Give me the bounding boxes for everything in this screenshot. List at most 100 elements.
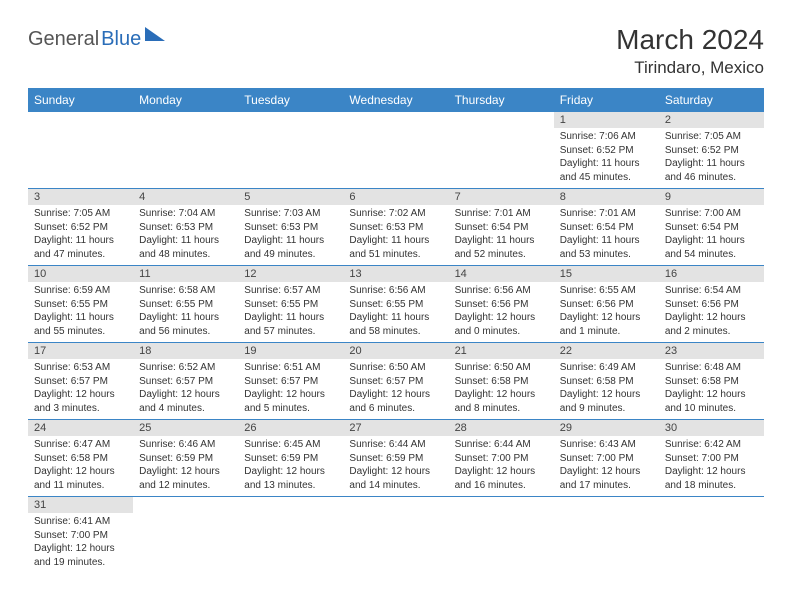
- sunrise-text: Sunrise: 6:44 AM: [455, 438, 548, 452]
- daylight-text: Daylight: 11 hours and 51 minutes.: [349, 234, 442, 261]
- day-number: 4: [133, 189, 238, 205]
- day-details: Sunrise: 6:45 AMSunset: 6:59 PMDaylight:…: [238, 436, 343, 496]
- calendar-cell: 30Sunrise: 6:42 AMSunset: 7:00 PMDayligh…: [659, 420, 764, 497]
- sunrise-text: Sunrise: 6:54 AM: [665, 284, 758, 298]
- calendar-cell: 22Sunrise: 6:49 AMSunset: 6:58 PMDayligh…: [554, 343, 659, 420]
- location-subtitle: Tirindaro, Mexico: [616, 58, 764, 78]
- day-number: 1: [554, 112, 659, 128]
- day-details: Sunrise: 7:05 AMSunset: 6:52 PMDaylight:…: [659, 128, 764, 188]
- day-details: Sunrise: 7:03 AMSunset: 6:53 PMDaylight:…: [238, 205, 343, 265]
- day-details: Sunrise: 6:44 AMSunset: 6:59 PMDaylight:…: [343, 436, 448, 496]
- daylight-text: Daylight: 12 hours and 17 minutes.: [560, 465, 653, 492]
- calendar-cell: 8Sunrise: 7:01 AMSunset: 6:54 PMDaylight…: [554, 189, 659, 266]
- calendar-head: SundayMondayTuesdayWednesdayThursdayFrid…: [28, 88, 764, 112]
- sunset-text: Sunset: 7:00 PM: [455, 452, 548, 466]
- day-number: 5: [238, 189, 343, 205]
- day-details: Sunrise: 7:06 AMSunset: 6:52 PMDaylight:…: [554, 128, 659, 188]
- logo-text-blue: Blue: [101, 28, 141, 51]
- day-number: 23: [659, 343, 764, 359]
- day-details: Sunrise: 6:41 AMSunset: 7:00 PMDaylight:…: [28, 513, 133, 573]
- sunset-text: Sunset: 6:57 PM: [349, 375, 442, 389]
- sunset-text: Sunset: 6:53 PM: [349, 221, 442, 235]
- day-number: 8: [554, 189, 659, 205]
- calendar-cell-empty: [343, 112, 448, 189]
- calendar-cell-empty: [343, 497, 448, 574]
- sunset-text: Sunset: 6:57 PM: [139, 375, 232, 389]
- calendar-cell: 5Sunrise: 7:03 AMSunset: 6:53 PMDaylight…: [238, 189, 343, 266]
- sunset-text: Sunset: 6:56 PM: [455, 298, 548, 312]
- sunset-text: Sunset: 6:54 PM: [455, 221, 548, 235]
- daylight-text: Daylight: 12 hours and 11 minutes.: [34, 465, 127, 492]
- sunrise-text: Sunrise: 6:56 AM: [349, 284, 442, 298]
- day-details: Sunrise: 6:58 AMSunset: 6:55 PMDaylight:…: [133, 282, 238, 342]
- day-details: Sunrise: 6:46 AMSunset: 6:59 PMDaylight:…: [133, 436, 238, 496]
- day-number: 3: [28, 189, 133, 205]
- day-number: 13: [343, 266, 448, 282]
- title-block: March 2024 Tirindaro, Mexico: [616, 24, 764, 78]
- calendar-cell-empty: [133, 112, 238, 189]
- day-details: Sunrise: 6:49 AMSunset: 6:58 PMDaylight:…: [554, 359, 659, 419]
- sunrise-text: Sunrise: 6:53 AM: [34, 361, 127, 375]
- day-number: 10: [28, 266, 133, 282]
- day-details: Sunrise: 7:05 AMSunset: 6:52 PMDaylight:…: [28, 205, 133, 265]
- sunrise-text: Sunrise: 6:50 AM: [455, 361, 548, 375]
- day-details: Sunrise: 6:59 AMSunset: 6:55 PMDaylight:…: [28, 282, 133, 342]
- sunset-text: Sunset: 6:56 PM: [665, 298, 758, 312]
- daylight-text: Daylight: 11 hours and 48 minutes.: [139, 234, 232, 261]
- calendar-row: 3Sunrise: 7:05 AMSunset: 6:52 PMDaylight…: [28, 189, 764, 266]
- sunset-text: Sunset: 6:55 PM: [34, 298, 127, 312]
- sunset-text: Sunset: 6:59 PM: [139, 452, 232, 466]
- daylight-text: Daylight: 11 hours and 46 minutes.: [665, 157, 758, 184]
- day-number: 19: [238, 343, 343, 359]
- day-details: Sunrise: 6:42 AMSunset: 7:00 PMDaylight:…: [659, 436, 764, 496]
- daylight-text: Daylight: 11 hours and 55 minutes.: [34, 311, 127, 338]
- calendar-cell: 31Sunrise: 6:41 AMSunset: 7:00 PMDayligh…: [28, 497, 133, 574]
- calendar-row: 1Sunrise: 7:06 AMSunset: 6:52 PMDaylight…: [28, 112, 764, 189]
- calendar-cell: 9Sunrise: 7:00 AMSunset: 6:54 PMDaylight…: [659, 189, 764, 266]
- sunrise-text: Sunrise: 6:58 AM: [139, 284, 232, 298]
- day-number: 2: [659, 112, 764, 128]
- calendar-row: 31Sunrise: 6:41 AMSunset: 7:00 PMDayligh…: [28, 497, 764, 574]
- day-number: 27: [343, 420, 448, 436]
- calendar-cell: 27Sunrise: 6:44 AMSunset: 6:59 PMDayligh…: [343, 420, 448, 497]
- day-details: Sunrise: 6:43 AMSunset: 7:00 PMDaylight:…: [554, 436, 659, 496]
- day-number: 11: [133, 266, 238, 282]
- calendar-page: GeneralBlue March 2024 Tirindaro, Mexico…: [0, 0, 792, 597]
- sunset-text: Sunset: 6:57 PM: [244, 375, 337, 389]
- calendar-cell: 2Sunrise: 7:05 AMSunset: 6:52 PMDaylight…: [659, 112, 764, 189]
- calendar-cell: 3Sunrise: 7:05 AMSunset: 6:52 PMDaylight…: [28, 189, 133, 266]
- calendar-cell: 13Sunrise: 6:56 AMSunset: 6:55 PMDayligh…: [343, 266, 448, 343]
- sunrise-text: Sunrise: 6:59 AM: [34, 284, 127, 298]
- logo-flag-icon: [145, 27, 165, 41]
- daylight-text: Daylight: 12 hours and 0 minutes.: [455, 311, 548, 338]
- calendar-cell: 20Sunrise: 6:50 AMSunset: 6:57 PMDayligh…: [343, 343, 448, 420]
- weekday-header: Sunday: [28, 88, 133, 112]
- calendar-table: SundayMondayTuesdayWednesdayThursdayFrid…: [28, 88, 764, 573]
- sunrise-text: Sunrise: 6:55 AM: [560, 284, 653, 298]
- sunset-text: Sunset: 7:00 PM: [665, 452, 758, 466]
- day-number: 17: [28, 343, 133, 359]
- sunset-text: Sunset: 6:55 PM: [139, 298, 232, 312]
- calendar-row: 24Sunrise: 6:47 AMSunset: 6:58 PMDayligh…: [28, 420, 764, 497]
- daylight-text: Daylight: 12 hours and 5 minutes.: [244, 388, 337, 415]
- sunrise-text: Sunrise: 7:02 AM: [349, 207, 442, 221]
- day-details: Sunrise: 6:53 AMSunset: 6:57 PMDaylight:…: [28, 359, 133, 419]
- day-details: Sunrise: 7:02 AMSunset: 6:53 PMDaylight:…: [343, 205, 448, 265]
- daylight-text: Daylight: 12 hours and 4 minutes.: [139, 388, 232, 415]
- daylight-text: Daylight: 11 hours and 56 minutes.: [139, 311, 232, 338]
- day-details: Sunrise: 6:50 AMSunset: 6:57 PMDaylight:…: [343, 359, 448, 419]
- day-number: 28: [449, 420, 554, 436]
- calendar-cell: 23Sunrise: 6:48 AMSunset: 6:58 PMDayligh…: [659, 343, 764, 420]
- sunrise-text: Sunrise: 6:52 AM: [139, 361, 232, 375]
- sunset-text: Sunset: 7:00 PM: [560, 452, 653, 466]
- sunset-text: Sunset: 6:53 PM: [139, 221, 232, 235]
- calendar-cell: 16Sunrise: 6:54 AMSunset: 6:56 PMDayligh…: [659, 266, 764, 343]
- calendar-cell: 1Sunrise: 7:06 AMSunset: 6:52 PMDaylight…: [554, 112, 659, 189]
- sunset-text: Sunset: 6:54 PM: [560, 221, 653, 235]
- daylight-text: Daylight: 11 hours and 54 minutes.: [665, 234, 758, 261]
- calendar-cell-empty: [238, 497, 343, 574]
- day-number: 6: [343, 189, 448, 205]
- sunrise-text: Sunrise: 6:56 AM: [455, 284, 548, 298]
- logo: GeneralBlue: [28, 28, 165, 51]
- daylight-text: Daylight: 11 hours and 49 minutes.: [244, 234, 337, 261]
